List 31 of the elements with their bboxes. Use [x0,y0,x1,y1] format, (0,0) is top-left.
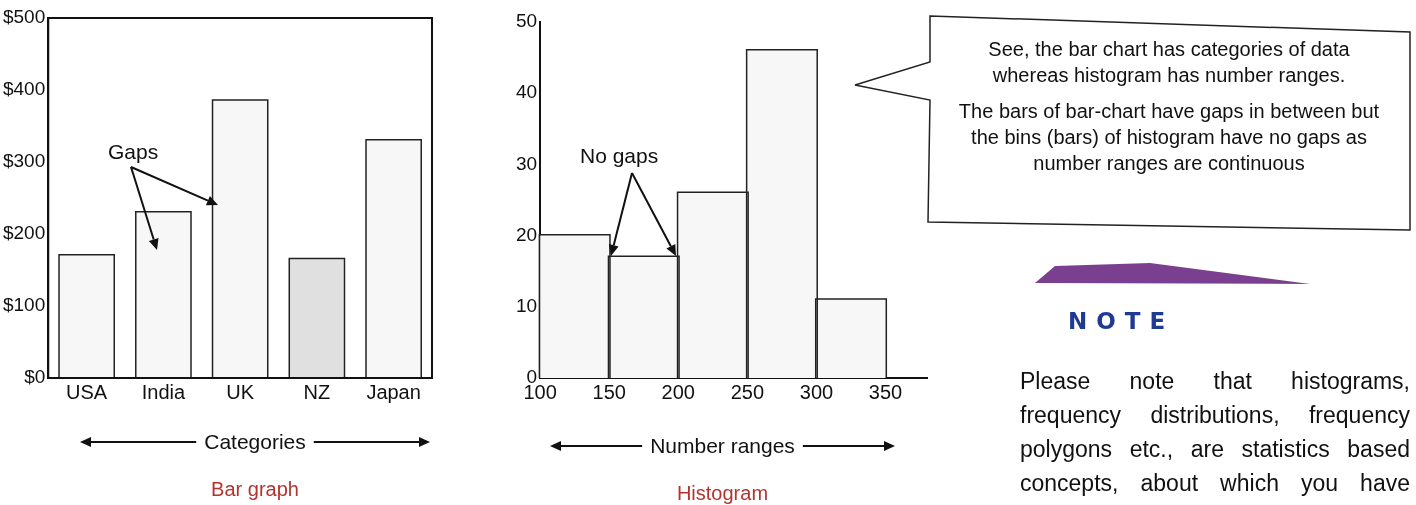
y-tick-label: 10 [515,295,538,317]
y-tick-label: 40 [515,81,538,103]
y-tick-label: 30 [515,152,538,174]
y-tick-label: $200 [2,222,46,244]
annotation: No gaps [580,144,659,168]
y-tick-label: $300 [2,150,46,172]
x-tick-label: NZ [303,380,331,403]
text: NOTE [1068,308,1175,334]
y-tick-label: $400 [2,78,46,100]
y-tick-label: $0 [24,366,46,388]
x-tick-label: USA [66,380,108,403]
text: Please note that histograms, frequency distributions, frequency polygons etc., are statistics based concepts, about which you have [1020,367,1410,498]
x-tick-label: 350 [868,380,903,403]
text: The bars of bar-chart have gaps in between but the bins (bars) of histogram have no gaps as number ranges are continuous [957,99,1381,176]
x-tick-label: 250 [730,380,765,403]
y-tick-label: 50 [515,10,538,32]
y-tick-label: $100 [2,294,46,316]
x-tick-label: India [141,380,186,403]
y-tick-label: 20 [515,223,538,245]
x-tick-label: UK [226,380,255,403]
text: Bar graph [211,478,299,501]
y-tick-label: $500 [2,6,46,28]
x-axis-title: Categories [204,430,306,454]
x-tick-label: 300 [799,380,834,403]
x-axis-title: Number ranges [650,434,795,458]
text: Histogram [676,482,769,505]
annotation: Gaps [108,140,159,164]
text: See, the bar chart has categories of data whereas histogram has number ranges. [987,37,1351,88]
x-tick-label: 150 [592,380,626,403]
x-tick-label: 200 [661,380,695,403]
x-tick-label: Japan [366,380,421,403]
